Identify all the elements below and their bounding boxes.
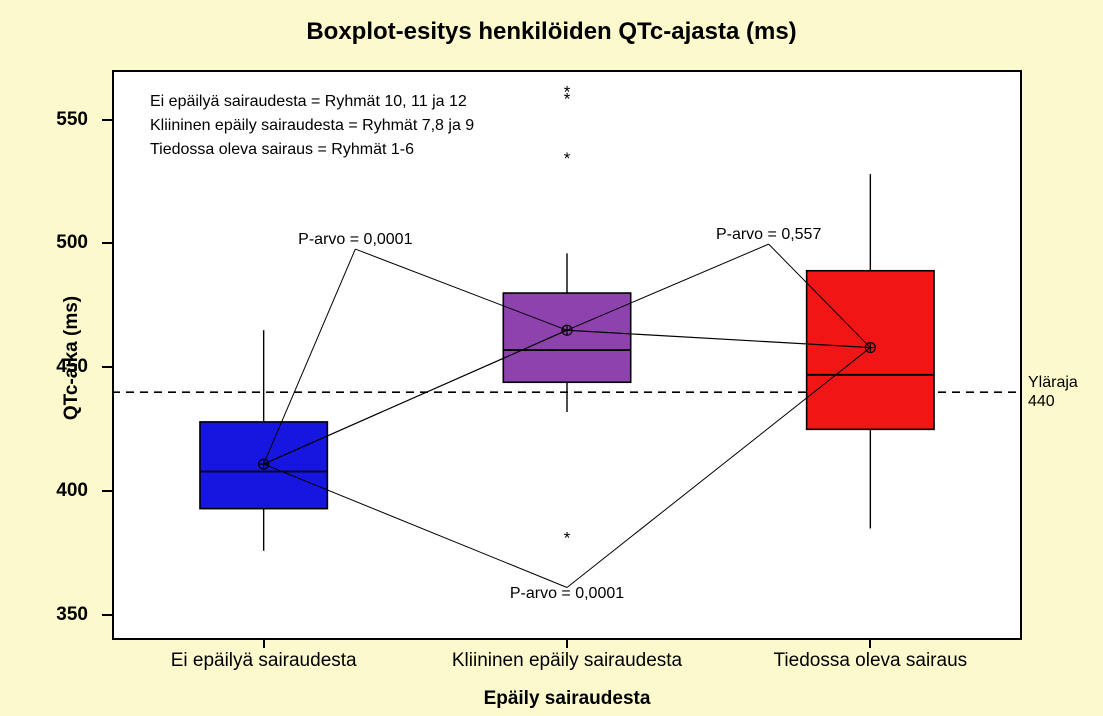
x-axis-label: Epäily sairaudesta	[112, 688, 1022, 710]
y-tick-label: 350	[0, 604, 88, 626]
x-category-label: Tiedossa oleva sairaus	[774, 650, 968, 672]
y-tick-label: 550	[0, 109, 88, 131]
x-category-label: Kliininen epäily sairaudesta	[452, 650, 682, 672]
y-tick-mark	[102, 242, 112, 244]
x-category-label: Ei epäilyä sairaudesta	[171, 650, 357, 672]
chart-title: Boxplot-esitys henkilöiden QTc-ajasta (m…	[0, 18, 1103, 46]
y-tick-label: 500	[0, 232, 88, 254]
y-tick-mark	[102, 614, 112, 616]
y-tick-mark	[102, 366, 112, 368]
x-tick-mark	[263, 640, 265, 648]
chart-container: Boxplot-esitys henkilöiden QTc-ajasta (m…	[0, 0, 1103, 716]
p-value-label: P-arvo = 0,0001	[510, 585, 624, 603]
legend-line: Tiedossa oleva sairaus = Ryhmät 1-6	[150, 138, 474, 162]
ref-label-top: Yläraja	[1028, 374, 1078, 392]
y-tick-label: 450	[0, 356, 88, 378]
ref-label-bottom: 440	[1028, 393, 1078, 411]
x-tick-mark	[566, 640, 568, 648]
p-value-label: P-arvo = 0,0001	[298, 231, 412, 249]
legend-line: Ei epäilyä sairaudesta = Ryhmät 10, 11 j…	[150, 90, 474, 114]
legend-line: Kliininen epäily sairaudesta = Ryhmät 7,…	[150, 114, 474, 138]
y-tick-mark	[102, 119, 112, 121]
p-value-label: P-arvo = 0,557	[716, 226, 821, 244]
group-legend: Ei epäilyä sairaudesta = Ryhmät 10, 11 j…	[150, 90, 474, 162]
reference-line-label: Yläraja440	[1028, 374, 1078, 411]
y-tick-mark	[102, 490, 112, 492]
x-tick-mark	[869, 640, 871, 648]
y-tick-label: 400	[0, 480, 88, 502]
